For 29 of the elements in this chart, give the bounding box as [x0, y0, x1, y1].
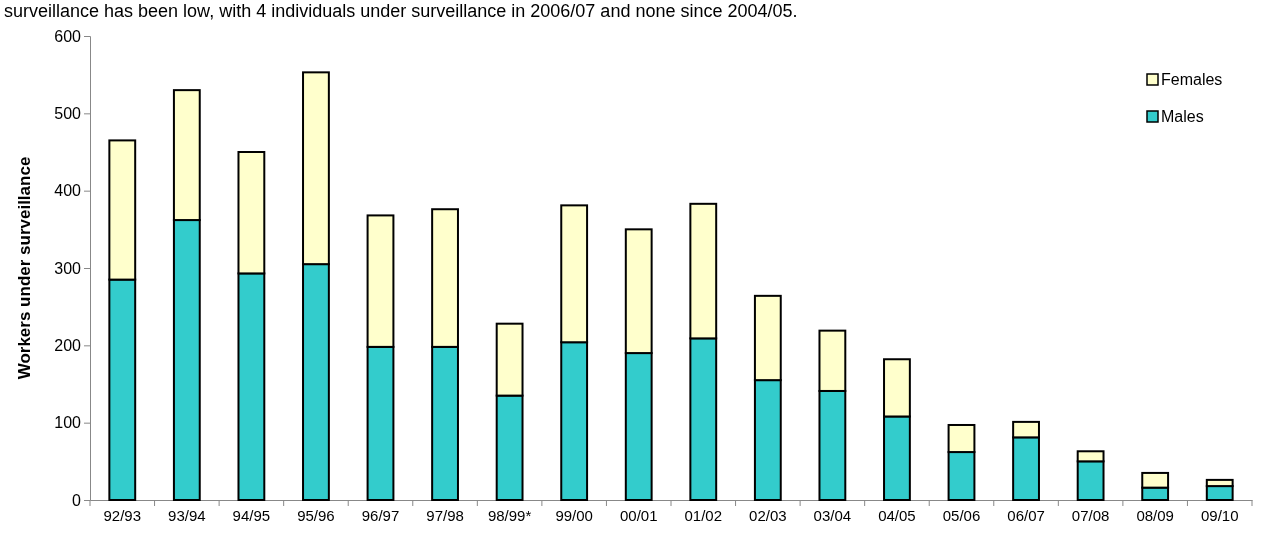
y-tick-label: 300 [54, 259, 82, 277]
y-axis-title: Workers under surveillance [15, 156, 34, 380]
x-tick-label: 05/06 [942, 507, 981, 524]
text: surveillance has been low, with 4 individuals under surveillance in 2006/07 and none since 2004/05. [4, 1, 798, 21]
y-tick-label: 400 [54, 182, 82, 200]
x-tick-label: 99/00 [555, 507, 593, 524]
x-tick-label: 03/04 [813, 507, 852, 524]
x-tick-label: 93/94 [168, 507, 206, 524]
x-tick-label: 01/02 [684, 507, 723, 524]
x-tick-label: 95/96 [297, 507, 335, 524]
x-tick-label: 94/95 [232, 507, 271, 524]
x-tick-label: 96/97 [361, 507, 400, 524]
x-tick-label: 06/07 [1007, 507, 1045, 524]
y-tick-label: 0 [72, 491, 82, 509]
x-tick-label: 02/03 [749, 507, 787, 524]
x-tick-label: 08/09 [1136, 507, 1174, 524]
x-tick-label: 97/98 [426, 507, 464, 524]
x-tick-label: 07/08 [1071, 507, 1110, 524]
y-tick-label: 100 [54, 414, 82, 432]
x-tick-label: 00/01 [619, 507, 658, 524]
x-tick-label: 09/10 [1200, 507, 1239, 524]
x-tick-label: 04/05 [878, 507, 916, 524]
legend-label: Females [1161, 71, 1223, 88]
legend-label: Males [1161, 108, 1204, 125]
x-tick-label: 98/99* [487, 507, 532, 524]
y-tick-label: 200 [54, 336, 82, 354]
x-tick-label: 92/93 [103, 507, 142, 524]
y-tick-label: 500 [54, 104, 82, 122]
y-tick-label: 600 [54, 27, 82, 45]
